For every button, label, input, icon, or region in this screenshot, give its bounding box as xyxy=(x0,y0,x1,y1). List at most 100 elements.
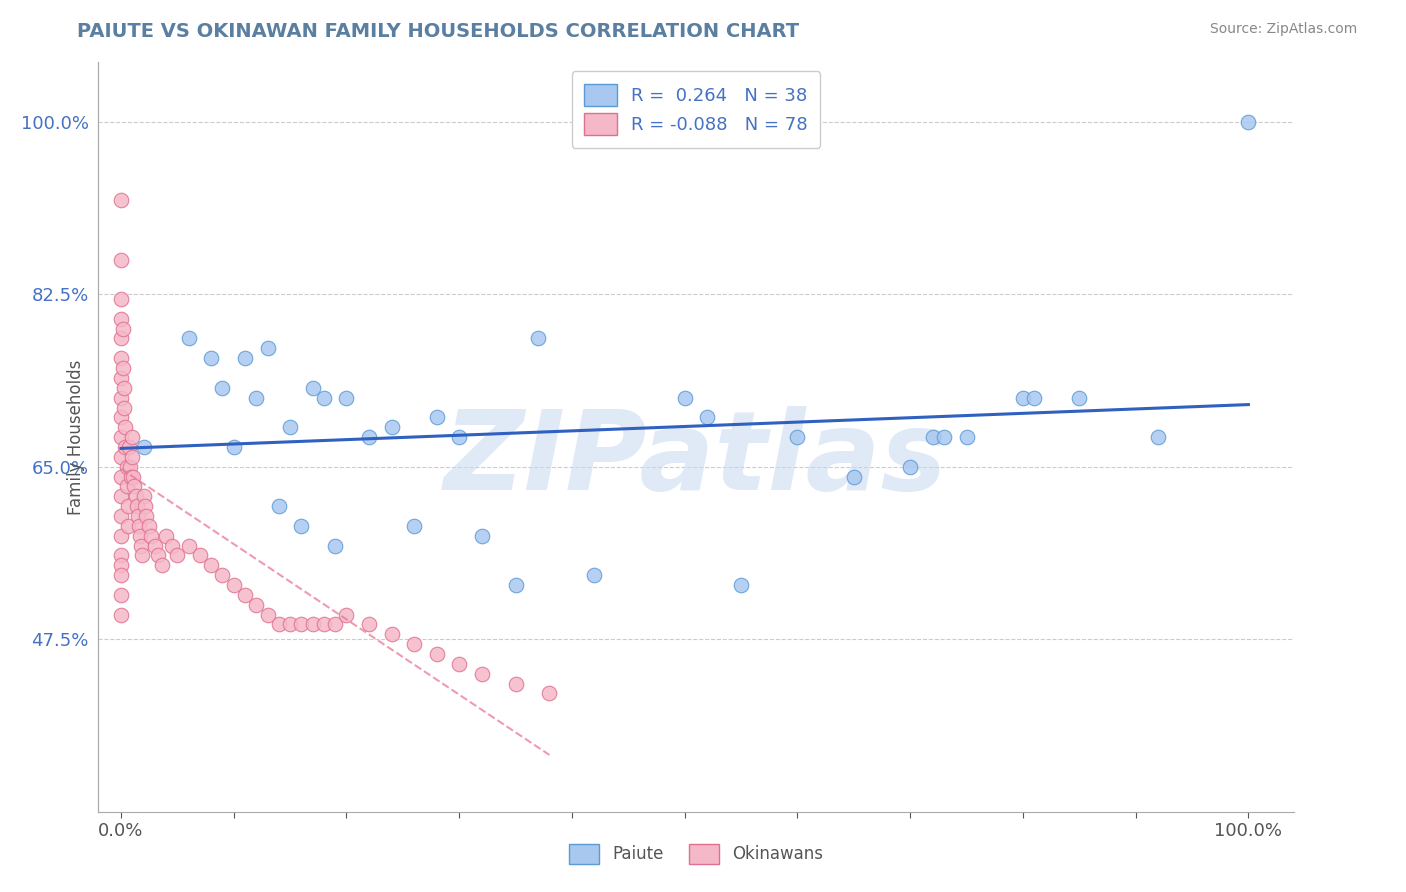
Point xyxy=(110,489,132,503)
Point xyxy=(155,529,177,543)
Point xyxy=(1069,391,1091,405)
Point xyxy=(118,459,141,474)
Point xyxy=(233,588,256,602)
Point xyxy=(256,607,278,622)
Text: ZIPatlas: ZIPatlas xyxy=(444,406,948,513)
Point xyxy=(128,518,150,533)
Point xyxy=(115,479,138,493)
Point xyxy=(267,617,290,632)
Point xyxy=(114,420,136,434)
Point xyxy=(357,430,380,444)
Point xyxy=(110,410,132,425)
Point xyxy=(222,440,245,454)
Point xyxy=(110,292,132,306)
Point xyxy=(245,598,267,612)
Point xyxy=(132,489,155,503)
Point xyxy=(404,518,426,533)
Point xyxy=(696,410,718,425)
Point xyxy=(177,331,200,345)
Point xyxy=(150,558,173,573)
Point xyxy=(110,450,132,464)
Point xyxy=(148,549,170,563)
Point xyxy=(673,391,696,405)
Point xyxy=(132,440,155,454)
Point xyxy=(110,252,132,267)
Point xyxy=(730,578,752,592)
Point xyxy=(112,361,135,376)
Point xyxy=(143,539,166,553)
Point xyxy=(323,617,346,632)
Point xyxy=(110,508,132,523)
Point xyxy=(301,381,323,395)
Point xyxy=(200,558,222,573)
Point xyxy=(110,588,132,602)
Point xyxy=(312,617,335,632)
Point xyxy=(211,381,233,395)
Point xyxy=(124,489,146,503)
Point xyxy=(449,657,471,671)
Point xyxy=(110,430,132,444)
Point xyxy=(256,342,278,356)
Point xyxy=(786,430,808,444)
Point xyxy=(110,469,132,483)
Point xyxy=(110,351,132,366)
Legend: Paiute, Okinawans: Paiute, Okinawans xyxy=(562,838,830,871)
Point xyxy=(118,440,141,454)
Point xyxy=(131,549,153,563)
Point xyxy=(110,549,132,563)
Point xyxy=(932,430,955,444)
Point xyxy=(188,549,211,563)
Point xyxy=(505,676,527,690)
Point xyxy=(121,430,143,444)
Point xyxy=(166,549,188,563)
Point xyxy=(380,420,402,434)
Point xyxy=(842,469,865,483)
Point xyxy=(471,529,494,543)
Point xyxy=(177,539,200,553)
Point xyxy=(129,529,152,543)
Point xyxy=(124,479,146,493)
Text: PAIUTE VS OKINAWAN FAMILY HOUSEHOLDS CORRELATION CHART: PAIUTE VS OKINAWAN FAMILY HOUSEHOLDS COR… xyxy=(77,22,800,41)
Point xyxy=(117,518,139,533)
Point xyxy=(245,391,267,405)
Point xyxy=(141,529,163,543)
Point xyxy=(127,508,149,523)
Point xyxy=(120,469,142,483)
Point xyxy=(955,430,977,444)
Point xyxy=(112,381,135,395)
Point xyxy=(471,666,494,681)
Point xyxy=(122,469,145,483)
Point xyxy=(267,499,290,513)
Point xyxy=(110,568,132,582)
Point xyxy=(301,617,323,632)
Point xyxy=(129,539,152,553)
Point xyxy=(110,558,132,573)
Point xyxy=(380,627,402,641)
Point xyxy=(135,508,157,523)
Point xyxy=(115,459,138,474)
Point xyxy=(1012,391,1035,405)
Point xyxy=(211,568,233,582)
Point xyxy=(426,647,449,661)
Point xyxy=(134,499,156,513)
Point xyxy=(335,607,357,622)
Point xyxy=(312,391,335,405)
Point xyxy=(404,637,426,651)
Point xyxy=(110,391,132,405)
Point xyxy=(114,440,136,454)
Point xyxy=(335,391,357,405)
Text: Source: ZipAtlas.com: Source: ZipAtlas.com xyxy=(1209,22,1357,37)
Point xyxy=(110,371,132,385)
Point xyxy=(110,194,132,208)
Point xyxy=(426,410,449,425)
Point xyxy=(160,539,183,553)
Point xyxy=(110,331,132,345)
Point xyxy=(290,518,312,533)
Point xyxy=(1237,114,1260,128)
Point xyxy=(112,321,135,335)
Point xyxy=(583,568,606,582)
Point xyxy=(1024,391,1046,405)
Point xyxy=(290,617,312,632)
Point xyxy=(449,430,471,444)
Point xyxy=(538,686,561,700)
